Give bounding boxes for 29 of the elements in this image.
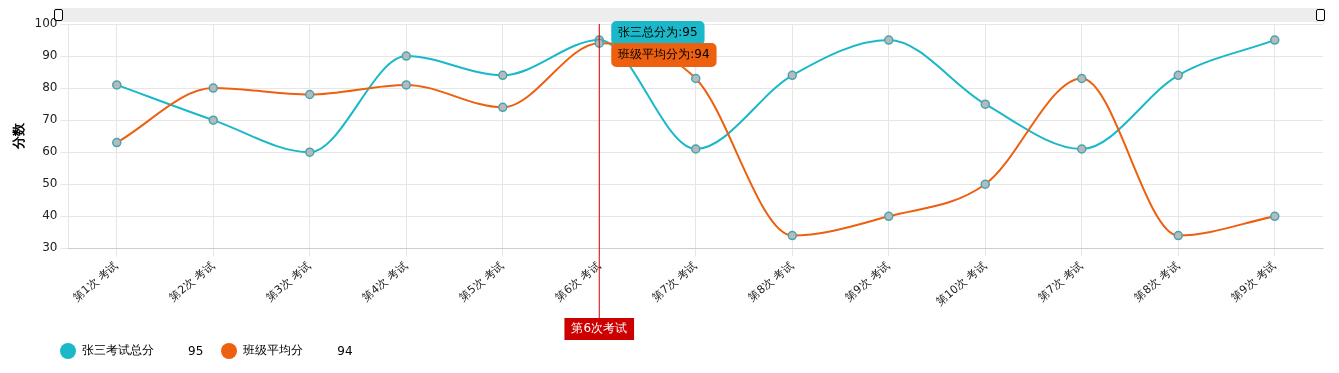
y-tick-label: 100	[34, 16, 58, 31]
text: 94	[337, 343, 353, 358]
y-axis-title: 分数	[11, 122, 27, 151]
x-tick-label: 第3次 考试	[263, 258, 314, 304]
x-tick-label: 第2次 考试	[166, 258, 218, 304]
legend-label: 张三考试总分	[82, 342, 154, 359]
y-tick-label: 80	[42, 80, 58, 95]
x-tick-label: 第8次 考试	[1131, 258, 1183, 304]
x-tick-label: 第8次 考试	[745, 258, 797, 304]
y-tick-label: 30	[42, 240, 58, 255]
y-tick-label: 50	[42, 176, 58, 191]
x-tick-label: 第7次 考试	[649, 258, 700, 304]
y-tick-label: 40	[42, 208, 58, 223]
x-tick-label: 第10次 考试	[933, 258, 990, 309]
x-tick-label: 第9次 考试	[1228, 258, 1279, 304]
y-tick-label: 70	[42, 112, 58, 127]
x-tick-label: 第4次 考试	[359, 258, 411, 304]
x-tick-label: 第6次 考试	[552, 258, 604, 304]
x-tick-label: 第1次 考试	[70, 258, 121, 304]
annotation: 张三总分为:95	[618, 25, 698, 40]
annotation: 班级平均分为:94	[618, 47, 710, 62]
legend-label: 班级平均分	[243, 342, 304, 359]
x-tick-label: 第9次 考试	[842, 258, 893, 304]
y-tick-label: 60	[42, 144, 58, 159]
x-tick-label: 第5次 考试	[456, 258, 507, 304]
y-tick-label: 90	[42, 48, 58, 63]
x-tick-label: 第7次 考试	[1035, 258, 1086, 304]
text: 95	[188, 343, 204, 358]
ref-line-label: 第6次考试	[571, 321, 628, 336]
